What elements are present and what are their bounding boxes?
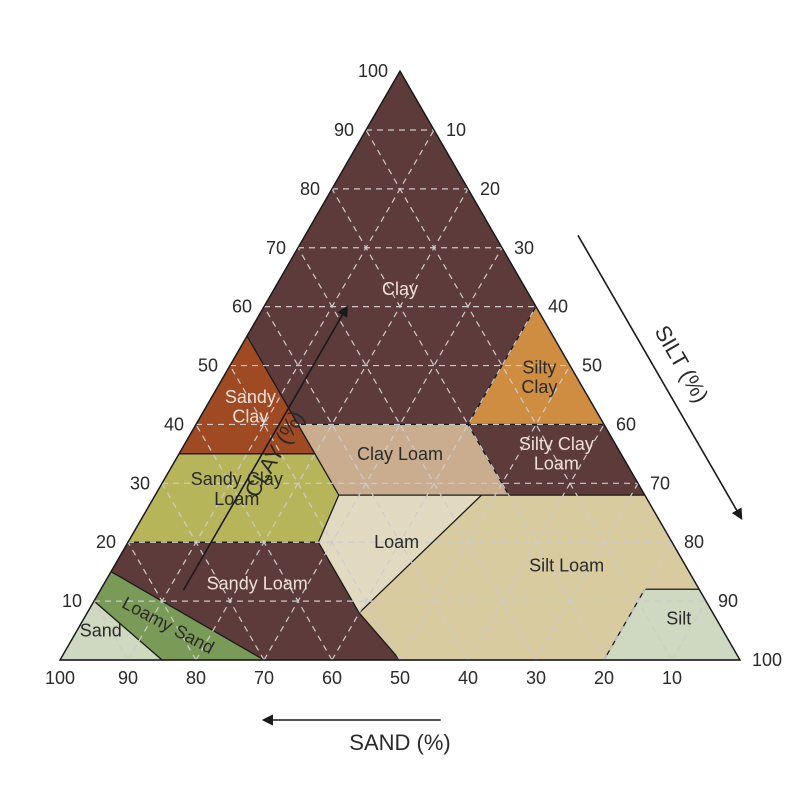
svg-text:SiltyClay: SiltyClay [521,357,557,397]
region-label-clay: Clay [382,279,418,299]
clay-tick-90: 90 [334,120,354,140]
svg-text:Silt: Silt [666,609,691,629]
clay-tick-30: 30 [130,473,150,493]
sand-tick-50: 50 [390,668,410,688]
svg-text:Clay Loam: Clay Loam [357,444,443,464]
silt-tick-60: 60 [616,414,636,434]
clay-tick-60: 60 [232,297,252,317]
silt-tick-10: 10 [446,120,466,140]
svg-text:SandyClay: SandyClay [225,387,276,427]
sand-tick-10: 10 [662,668,682,688]
sand-tick-70: 70 [254,668,274,688]
soil-texture-triangle: ClaySiltyClaySandyClaySandy ClayLoamClay… [0,0,800,800]
region-label-silty-clay: SiltyClay [521,357,557,397]
svg-text:Clay: Clay [382,279,418,299]
region-label-sand: Sand [80,620,122,640]
svg-text:Silt Loam: Silt Loam [529,556,604,576]
silt-tick-90: 90 [718,591,738,611]
sand-tick-90: 90 [118,668,138,688]
sand-tick-20: 20 [594,668,614,688]
clay-tick-20: 20 [96,532,116,552]
svg-text:Sand: Sand [80,620,122,640]
silt-tick-50: 50 [582,356,602,376]
sand-tick-80: 80 [186,668,206,688]
sand-tick-30: 30 [526,668,546,688]
clay-tick-100: 100 [358,61,388,81]
sand-axis-label-svg: SAND (%) [349,730,450,755]
sand-tick-40: 40 [458,668,478,688]
silt-tick-30: 30 [514,238,534,258]
silt-tick-70: 70 [650,473,670,493]
clay-tick-10: 10 [62,591,82,611]
region-label-silt-loam: Silt Loam [529,556,604,576]
region-label-sandy-clay: SandyClay [225,387,276,427]
svg-text:Sandy Loam: Sandy Loam [207,573,308,593]
sand-tick-100: 100 [45,668,75,688]
sand-tick-60: 60 [322,668,342,688]
clay-tick-50: 50 [198,356,218,376]
svg-text:Loam: Loam [374,532,419,552]
region-label-loam: Loam [374,532,419,552]
silt-tick-20: 20 [480,179,500,199]
silt-axis-label-svg: SILT (%) [650,321,714,407]
silt-tick-80: 80 [684,532,704,552]
clay-tick-70: 70 [266,238,286,258]
silt-tick-100: 100 [752,650,782,670]
region-label-clay-loam: Clay Loam [357,444,443,464]
region-label-sandy-loam: Sandy Loam [207,573,308,593]
clay-tick-80: 80 [300,179,320,199]
silt-tick-40: 40 [548,297,568,317]
clay-tick-40: 40 [164,414,184,434]
region-label-silt: Silt [666,609,691,629]
